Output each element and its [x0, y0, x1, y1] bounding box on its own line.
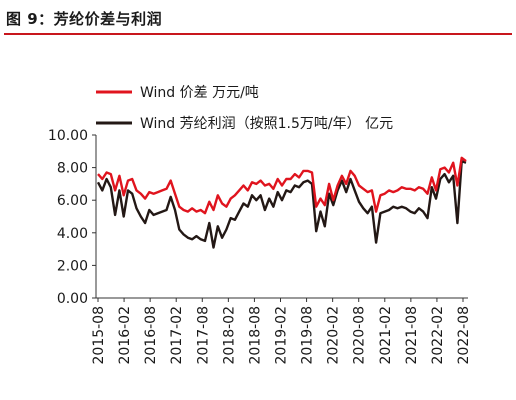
y-tick-label: 2.00	[57, 258, 88, 274]
x-tick-label: 2019-02	[274, 306, 290, 365]
plot-lines	[96, 156, 467, 249]
figure-title: 图 9：芳纶价差与利润	[6, 10, 163, 28]
y-tick-label: 0.00	[57, 291, 88, 307]
x-tick-label: 2017-08	[195, 306, 211, 365]
y-tick-label: 10.00	[48, 128, 88, 144]
series-line-profit	[96, 159, 467, 249]
x-tick-label: 2018-02	[221, 306, 237, 365]
y-tick-label: 6.00	[57, 193, 88, 209]
legend-label: Wind 芳纶利润（按照1.5万吨/年） 亿元	[140, 115, 393, 132]
x-axis: 2015-08 2016-02 2016-08 2017-02 2017-08 2018-…	[91, 297, 472, 365]
title-rule	[4, 33, 512, 35]
y-tick-label: 4.00	[57, 226, 88, 242]
x-tick-label: 2022-02	[430, 306, 446, 365]
x-tick-label: 2015-08	[91, 306, 107, 365]
x-tick-label: 2016-02	[117, 306, 133, 365]
x-tick-label: 2020-08	[352, 306, 368, 365]
legend: Wind 价差 万元/吨 Wind 芳纶利润（按照1.5万吨/年） 亿元	[96, 85, 393, 132]
x-tick-label: 2016-08	[143, 306, 159, 365]
series-line-spread	[97, 156, 467, 215]
x-tick-label: 2017-02	[169, 306, 185, 365]
y-tick-label: 8.00	[57, 161, 88, 177]
x-tick-label: 2022-08	[456, 306, 472, 365]
x-tick-label: 2019-08	[300, 306, 316, 365]
x-tick-label: 2021-02	[378, 306, 394, 365]
x-tick-label: 2018-08	[247, 306, 263, 365]
legend-label: Wind 价差 万元/吨	[140, 85, 259, 101]
x-tick-label: 2021-08	[404, 306, 420, 365]
x-tick-label: 2020-02	[326, 306, 342, 365]
y-axis: 0.00 2.00 4.00 6.00 8.00 10.00	[48, 128, 97, 307]
